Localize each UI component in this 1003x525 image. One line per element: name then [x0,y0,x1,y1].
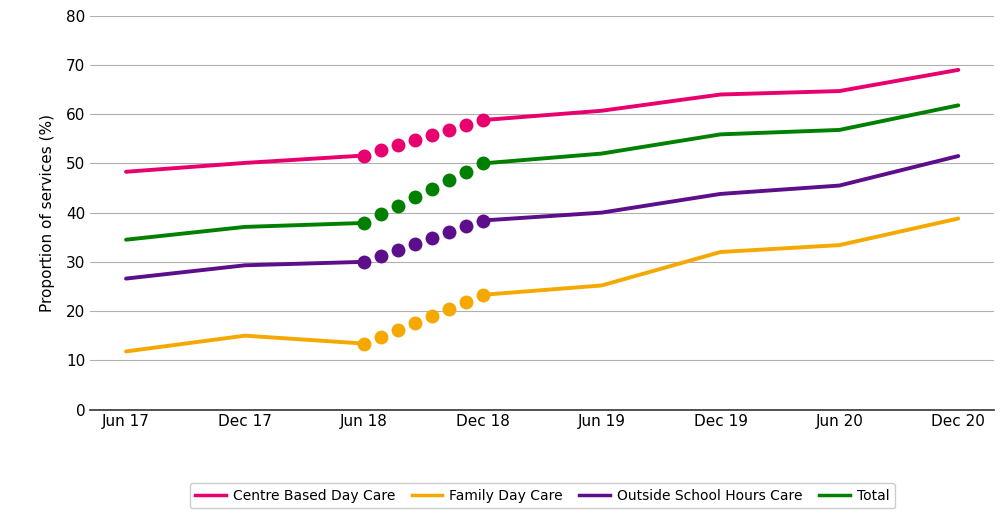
Y-axis label: Proportion of services (%): Proportion of services (%) [40,113,55,312]
Legend: Centre Based Day Care, Family Day Care, Outside School Hours Care, Total: Centre Based Day Care, Family Day Care, … [190,484,894,509]
